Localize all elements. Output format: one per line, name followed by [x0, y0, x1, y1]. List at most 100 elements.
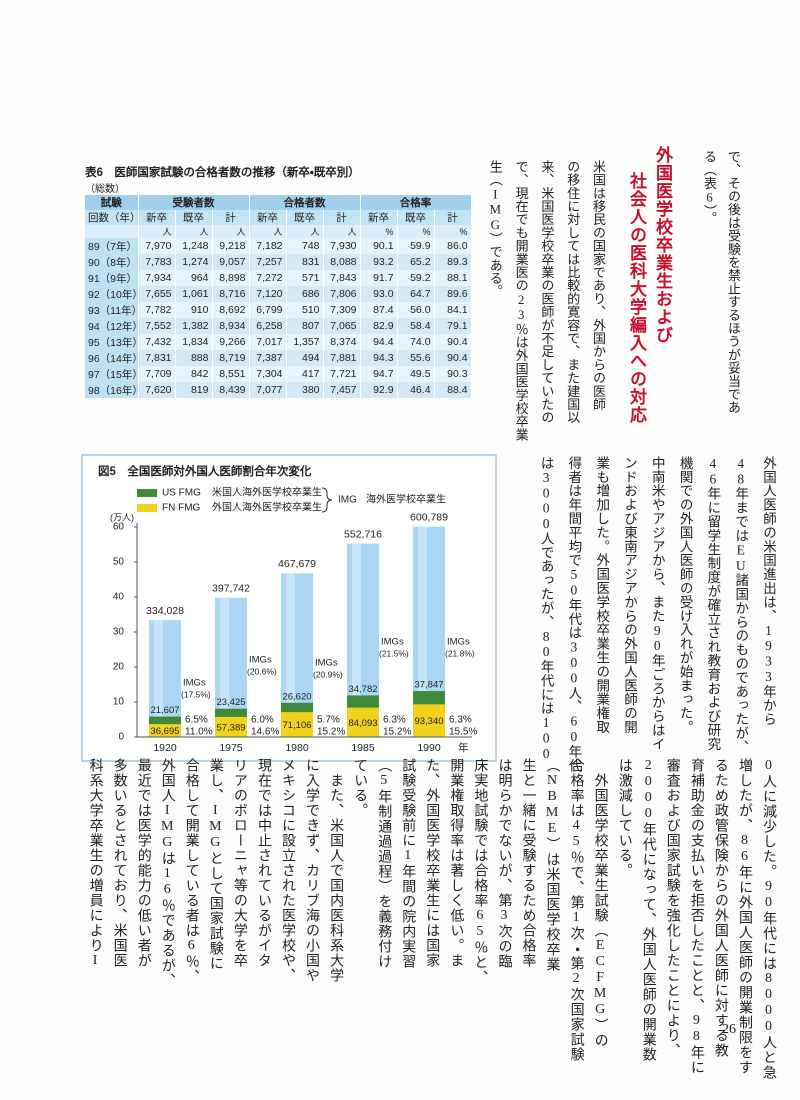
header-cell: 合格率	[360, 195, 472, 210]
share-label: 6.0%	[251, 715, 274, 726]
table-cell: 79.1	[434, 318, 472, 334]
body-column: 合格率は45％で、第1次・第2次国家試験	[568, 758, 584, 1062]
share-label: 5.7%	[317, 715, 340, 726]
section-heading: 社会人の医科大学編入への対応	[627, 172, 646, 424]
segment-label: 26,620	[282, 691, 311, 702]
table-cell: 92.9	[360, 382, 398, 398]
table-cell: 1,061	[175, 286, 213, 302]
segment	[347, 695, 379, 708]
body-column: 生と一緒に受験するため合格率	[520, 758, 536, 968]
unit-cell: %	[360, 225, 398, 238]
body-column: 米国は移民の国家であり、外国からの医師	[591, 160, 606, 411]
table-cell: 59.2	[397, 270, 435, 286]
header-cell: 既卒	[397, 210, 435, 225]
table-cell: 8,934	[212, 318, 250, 334]
body-column: る（表6）。	[702, 150, 717, 225]
table-cell: 84.1	[434, 302, 472, 318]
table-row: 96（14年） 7,831 888 8,719 7,387 494 7,881 94.3 55.…	[85, 350, 472, 366]
table-title: 表6 医師国家試験の合格者数の推移（新卒・既卒別）	[85, 167, 360, 179]
body-column: 最近では医学的能力の低い者が	[135, 758, 151, 968]
body-column: は3000人であったが、80年代には100	[538, 456, 554, 762]
header-cell: 合格者数	[249, 195, 361, 210]
body-column: の移住に対しては比較的寛容で、また建国以	[565, 160, 581, 424]
table-cell: 7,182	[249, 238, 287, 254]
table-cell: 94.7	[360, 366, 398, 382]
data-table: 試験 受験者数 合格者数 合格率 回数（年） 新卒 既卒計新卒 既卒計新卒 既卒計人人人人人人%…	[85, 195, 472, 398]
table-cell: 89.3	[434, 254, 472, 270]
table-cell: 46.4	[397, 382, 435, 398]
table-cell: 87.4	[360, 302, 398, 318]
y-tick-label: 50	[113, 557, 125, 568]
table-cell: 1,248	[175, 238, 213, 254]
unit-cell: %	[434, 225, 472, 238]
table-cell: 7,782	[138, 302, 176, 318]
table-cell: 842	[175, 366, 213, 382]
segment	[413, 704, 445, 737]
table-cell: 65.2	[397, 254, 435, 270]
header-cell: 新卒	[138, 210, 176, 225]
table-cell: 93.2	[360, 254, 398, 270]
segment	[215, 716, 247, 737]
segment-label: 21,607	[150, 705, 179, 716]
group-share-label: (21.8%)	[445, 648, 475, 658]
body-column: 科系大学卒業生の増員によりI	[87, 758, 103, 969]
table-cell: 7,806	[323, 286, 361, 302]
table-row: 93（11年） 7,782 910 8,692 6,799 510 7,309 87.4 56.…	[85, 302, 472, 318]
table-cell: 7,257	[249, 254, 287, 270]
legend-description: 外国人海外医学校卒業生	[212, 501, 322, 514]
body-column: リアのボローニャ等の大学を卒	[231, 758, 247, 968]
body-column: 来、米国医学校卒業の医師が不足していたの	[539, 160, 555, 424]
body-column: 合格して開業している者は6％、	[183, 758, 199, 984]
table-cell: 89.6	[434, 286, 472, 302]
table-cell: 7,843	[323, 270, 361, 286]
segment-label: 57,389	[216, 722, 245, 733]
table-cell: 807	[286, 318, 324, 334]
table-cell: 97（15年）	[85, 366, 139, 382]
bar-highlight	[286, 573, 295, 737]
body-column: は明らかでないが、第3次の臨	[496, 758, 512, 969]
segment	[149, 724, 181, 737]
body-column: 開業権取得率は著しく低い。ま	[448, 758, 464, 968]
table-cell: 7,309	[323, 302, 361, 318]
total-label: 334,028	[146, 605, 184, 617]
table-cell: 90.4	[434, 350, 472, 366]
table-cell: 95（13年）	[85, 334, 139, 350]
table-cell: 92（10年）	[85, 286, 139, 302]
table-cell: 9,218	[212, 238, 250, 254]
table-cell: 7,831	[138, 350, 176, 366]
table-row: 97（15年） 7,709 842 8,551 7,304 417 7,721 94.7 49.…	[85, 366, 472, 382]
unit-cell: %	[397, 225, 435, 238]
group-share-label: (21.5%)	[379, 648, 409, 658]
segment-label: 93,340	[414, 716, 443, 727]
segment	[281, 712, 313, 737]
y-tick-label: 30	[113, 627, 125, 638]
body-column: （5年制通過過程）を義務付け	[376, 758, 392, 969]
group-label: IMGs	[315, 658, 338, 669]
share-label: 15.2%	[317, 727, 345, 738]
share-label: 14.6%	[251, 727, 279, 738]
table-cell: 748	[286, 238, 324, 254]
segment	[413, 691, 445, 705]
body-column: 試験受験前に1年間の院内実習	[400, 758, 416, 969]
table-row: 95（13年） 7,432 1,834 9,266 7,017 1,357 8,374 94.…	[85, 334, 472, 350]
table-cell: 94.3	[360, 350, 398, 366]
x-tick-label: 1920	[153, 742, 177, 754]
body-column: 審査および国家試験を強化したことにより、	[664, 758, 680, 1058]
segment-label: 37,847	[414, 680, 443, 691]
table-cell: 8,692	[212, 302, 250, 318]
table-cell: 90（8年）	[85, 254, 139, 270]
table-cell: 8,439	[212, 382, 250, 398]
y-tick-label: 0	[118, 732, 124, 743]
table-row: 94（12年） 7,552 1,382 8,934 6,258 807 7,065 82.9 5…	[85, 318, 472, 334]
segment-label: 71,106	[282, 720, 311, 731]
x-tick-label: 1980	[285, 742, 309, 754]
body-column: は激減している。	[616, 758, 632, 878]
body-column: 床実地試験では合格率65％と、	[472, 758, 488, 985]
unit-cell: 人	[323, 225, 361, 238]
group-label: IMGs	[447, 637, 470, 648]
share-label: 11.0%	[185, 727, 213, 738]
legend-label: US FMG	[162, 488, 201, 499]
x-tick-label: 1985	[351, 742, 375, 754]
unit-cell: 人	[212, 225, 250, 238]
